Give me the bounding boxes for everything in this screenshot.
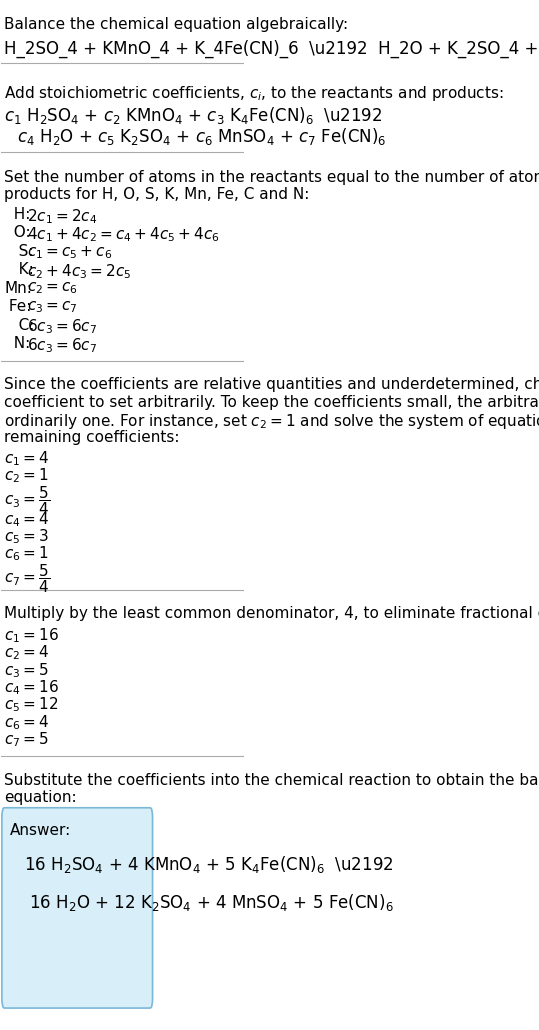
Text: $c_7 = \dfrac{5}{4}$: $c_7 = \dfrac{5}{4}$	[4, 562, 50, 595]
Text: Multiply by the least common denominator, 4, to eliminate fractional coefficient: Multiply by the least common denominator…	[4, 607, 539, 621]
Text: H_2SO_4 + KMnO_4 + K_4Fe(CN)_6  \u2192  H_2O + K_2SO_4 + MnSO_4 + Fe(CN)_6: H_2SO_4 + KMnO_4 + K_4Fe(CN)_6 \u2192 H_…	[4, 39, 539, 58]
Text: $c_6 = 4$: $c_6 = 4$	[4, 713, 50, 732]
Text: $c_6 = 1$: $c_6 = 1$	[4, 545, 49, 563]
Text: $c_1 = 4$: $c_1 = 4$	[4, 449, 50, 468]
Text: Set the number of atoms in the reactants equal to the number of atoms in the: Set the number of atoms in the reactants…	[4, 170, 539, 184]
Text: $c_4 = 16$: $c_4 = 16$	[4, 679, 59, 697]
Text: $c_1 = 16$: $c_1 = 16$	[4, 626, 59, 645]
Text: $2 c_1 = 2 c_4$: $2 c_1 = 2 c_4$	[27, 207, 97, 226]
Text: $c_2 + 4 c_3 = 2 c_5$: $c_2 + 4 c_3 = 2 c_5$	[27, 263, 131, 281]
Text: $c_5 = 12$: $c_5 = 12$	[4, 696, 58, 715]
Text: $6 c_3 = 6 c_7$: $6 c_3 = 6 c_7$	[27, 336, 97, 355]
Text: $c_2 = 1$: $c_2 = 1$	[4, 467, 49, 485]
Text: $c_4 = 4$: $c_4 = 4$	[4, 510, 50, 528]
Text: $c_1 = c_5 + c_6$: $c_1 = c_5 + c_6$	[27, 244, 112, 261]
Text: $c_1$ H$_2$SO$_4$ + $c_2$ KMnO$_4$ + $c_3$ K$_4$Fe(CN)$_6$  \u2192: $c_1$ H$_2$SO$_4$ + $c_2$ KMnO$_4$ + $c_…	[4, 105, 383, 126]
Text: 16 H$_2$SO$_4$ + 4 KMnO$_4$ + 5 K$_4$Fe(CN)$_6$  \u2192: 16 H$_2$SO$_4$ + 4 KMnO$_4$ + 5 K$_4$Fe(…	[24, 854, 394, 874]
Text: $c_5 = 3$: $c_5 = 3$	[4, 527, 49, 546]
Text: $6 c_3 = 6 c_7$: $6 c_3 = 6 c_7$	[27, 318, 97, 337]
Text: ordinarily one. For instance, set $c_2 = 1$ and solve the system of equations fo: ordinarily one. For instance, set $c_2 =…	[4, 412, 539, 432]
Text: $c_2 = 4$: $c_2 = 4$	[4, 644, 50, 662]
Text: Since the coefficients are relative quantities and underdetermined, choose a: Since the coefficients are relative quan…	[4, 377, 539, 392]
Text: products for H, O, S, K, Mn, Fe, C and N:: products for H, O, S, K, Mn, Fe, C and N…	[4, 187, 310, 202]
Text: N:: N:	[4, 336, 31, 351]
Text: O:: O:	[4, 226, 31, 240]
Text: $c_3 = \dfrac{5}{4}$: $c_3 = \dfrac{5}{4}$	[4, 484, 50, 517]
Text: S:: S:	[4, 244, 34, 259]
Text: coefficient to set arbitrarily. To keep the coefficients small, the arbitrary va: coefficient to set arbitrarily. To keep …	[4, 394, 539, 410]
Text: $c_7 = 5$: $c_7 = 5$	[4, 730, 49, 750]
Text: Add stoichiometric coefficients, $c_i$, to the reactants and products:: Add stoichiometric coefficients, $c_i$, …	[4, 83, 504, 103]
Text: 16 H$_2$O + 12 K$_2$SO$_4$ + 4 MnSO$_4$ + 5 Fe(CN)$_6$: 16 H$_2$O + 12 K$_2$SO$_4$ + 4 MnSO$_4$ …	[29, 892, 394, 913]
Text: $c_3 = 5$: $c_3 = 5$	[4, 661, 49, 680]
Text: Mn:: Mn:	[4, 281, 32, 296]
Text: K:: K:	[4, 263, 34, 277]
Text: equation:: equation:	[4, 790, 77, 805]
FancyBboxPatch shape	[2, 808, 153, 1008]
Text: remaining coefficients:: remaining coefficients:	[4, 430, 180, 445]
Text: H:: H:	[4, 207, 31, 221]
Text: $c_2 = c_6$: $c_2 = c_6$	[27, 281, 78, 297]
Text: Substitute the coefficients into the chemical reaction to obtain the balanced: Substitute the coefficients into the che…	[4, 772, 539, 788]
Text: $4 c_1 + 4 c_2 = c_4 + 4 c_5 + 4 c_6$: $4 c_1 + 4 c_2 = c_4 + 4 c_5 + 4 c_6$	[27, 226, 219, 244]
Text: Balance the chemical equation algebraically:: Balance the chemical equation algebraica…	[4, 16, 348, 32]
Text: $c_4$ H$_2$O + $c_5$ K$_2$SO$_4$ + $c_6$ MnSO$_4$ + $c_7$ Fe(CN)$_6$: $c_4$ H$_2$O + $c_5$ K$_2$SO$_4$ + $c_6$…	[17, 126, 386, 146]
Text: Answer:: Answer:	[10, 823, 71, 838]
Text: $c_3 = c_7$: $c_3 = c_7$	[27, 300, 78, 315]
Text: C:: C:	[4, 318, 34, 333]
Text: Fe:: Fe:	[4, 300, 32, 314]
